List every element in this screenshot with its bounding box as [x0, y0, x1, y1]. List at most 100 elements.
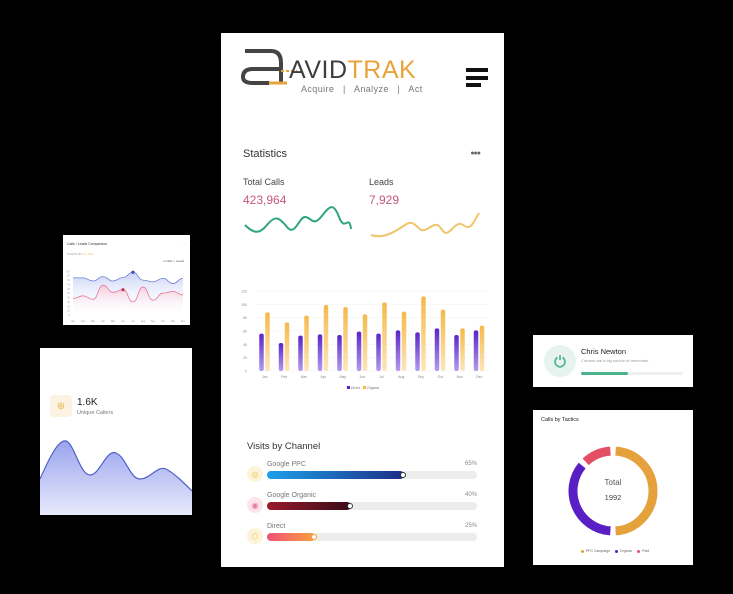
svg-text:Oct: Oct: [438, 375, 443, 379]
shield-icon: ⬡: [247, 528, 263, 544]
svg-text:Jun: Jun: [359, 375, 365, 379]
svg-text:80: 80: [243, 316, 247, 320]
leads-sparkline: [370, 212, 480, 238]
svg-text:20: 20: [243, 356, 247, 360]
svg-text:May: May: [111, 321, 116, 323]
svg-text:40: 40: [243, 343, 247, 347]
svg-text:Direct: Direct: [351, 386, 360, 390]
progress-knob[interactable]: [399, 472, 406, 478]
channel-google-organic: ◉ Google Organic 40%: [247, 492, 477, 518]
svg-text:Nov: Nov: [171, 321, 176, 323]
svg-text:Jan: Jan: [71, 321, 75, 323]
svg-text:Sep: Sep: [151, 321, 156, 323]
logo-wordmark: AVIDTRAK: [289, 56, 417, 84]
channel-progress-track: [267, 533, 477, 541]
svg-text:Jul: Jul: [132, 321, 135, 323]
svg-text:Dec: Dec: [476, 375, 482, 379]
svg-text:70: 70: [67, 283, 70, 286]
donut-center-value: 1992: [604, 493, 622, 502]
person-progress-track: [581, 372, 683, 375]
coin-icon: ◎: [247, 466, 263, 482]
kpi-leads: Leads 7,929: [369, 177, 399, 207]
kpi-value: 7,929: [369, 193, 400, 207]
card-title: Calls / Leads Comparison: [67, 242, 108, 246]
svg-text:60: 60: [67, 288, 70, 291]
svg-text:100: 100: [66, 270, 71, 273]
tactics-donut-chart: [568, 446, 658, 536]
svg-text:20: 20: [67, 305, 70, 308]
svg-text:100: 100: [241, 303, 247, 307]
channel-percent: 65%: [464, 461, 477, 467]
svg-text:0: 0: [245, 370, 247, 374]
power-icon: [544, 345, 576, 377]
svg-text:Mar: Mar: [91, 320, 95, 323]
svg-text:Jun: Jun: [121, 321, 125, 323]
unique-callers-value: 1.6K: [77, 397, 98, 408]
svg-text:Mar: Mar: [301, 375, 308, 379]
svg-text:80: 80: [67, 279, 70, 282]
channel-name: Google PPC: [267, 461, 306, 468]
kpi-total-calls: Total Calls 423,964: [243, 177, 286, 207]
more-dots-icon[interactable]: ●●●: [470, 150, 481, 157]
svg-text:Aug: Aug: [398, 375, 404, 379]
channel-name: Google Organic: [267, 492, 317, 499]
channel-progress-fill: [267, 533, 316, 541]
svg-text:10: 10: [67, 310, 70, 313]
svg-text:40: 40: [67, 297, 70, 300]
svg-text:Aug: Aug: [141, 320, 146, 323]
svg-text:Dec: Dec: [181, 321, 186, 323]
svg-text:0: 0: [69, 314, 71, 317]
logo-mark-icon: [240, 49, 297, 85]
card-subtitle: Total Profit $12,345: [67, 252, 93, 256]
svg-text:30: 30: [67, 301, 70, 304]
svg-text:Jan: Jan: [262, 375, 268, 379]
unique-callers-card: ⊕ 1.6K Unique Callers: [40, 348, 192, 515]
svg-text:60: 60: [243, 330, 247, 334]
svg-text:Nov: Nov: [457, 375, 463, 379]
user-icon: ⊕: [50, 395, 72, 417]
unique-callers-area-chart: [40, 440, 192, 515]
calls-leads-comparison-card: Calls / Leads Comparison ··· Total Profi…: [63, 235, 190, 325]
channel-progress-track: [267, 471, 477, 479]
channel-percent: 40%: [464, 492, 477, 498]
svg-text:Feb: Feb: [281, 375, 287, 379]
channel-google-ppc: ◎ Google PPC 65%: [247, 461, 477, 487]
svg-text:Apr: Apr: [101, 320, 105, 323]
channel-progress-track: [267, 502, 477, 510]
more-icon[interactable]: ···: [182, 241, 186, 246]
statistics-title: Statistics: [243, 148, 288, 160]
kpi-value: 423,964: [243, 193, 287, 207]
avidtrak-logo[interactable]: AVIDTRAK Acquire | Analyze | Act: [239, 47, 422, 99]
person-progress-fill: [581, 372, 628, 375]
person-card: Chris Newton Corners are a big source of…: [533, 335, 693, 387]
main-dashboard-panel: AVIDTRAK Acquire | Analyze | Act Statist…: [221, 33, 504, 567]
logo-tagline: Acquire | Analyze | Act: [301, 84, 423, 94]
channel-name: Direct: [267, 523, 286, 530]
person-name: Chris Newton: [581, 347, 627, 356]
donut-legend: PPC Campaign Organic Paid: [533, 549, 693, 553]
svg-text:50: 50: [67, 292, 70, 295]
card-title: Calls by Tactics: [541, 417, 579, 423]
svg-text:Apr: Apr: [321, 375, 327, 379]
svg-text:90: 90: [67, 275, 70, 278]
svg-text:Feb: Feb: [81, 321, 86, 323]
hamburger-menu-icon[interactable]: [466, 68, 488, 90]
progress-knob[interactable]: [347, 503, 353, 509]
person-subtitle: Corners are a big source of memories.: [581, 358, 650, 363]
kpi-label: Total Calls: [243, 177, 285, 187]
donut-center-label: Total: [604, 478, 622, 487]
calls-by-tactics-card: Calls by Tactics Total 1992 PPC Campaign…: [533, 410, 693, 565]
progress-knob[interactable]: [311, 534, 318, 540]
direct-organic-bar-chart: 0 20 40 60 80 100 120 Jan Feb Mar Apr May Jun Jul Aug S…: [241, 290, 489, 390]
channel-progress-fill: [267, 471, 404, 479]
svg-text:Organic: Organic: [367, 386, 380, 390]
kpi-label: Leads: [369, 177, 394, 187]
svg-text:May: May: [339, 375, 346, 379]
channel-progress-fill: [267, 502, 351, 510]
channel-percent: 25%: [464, 523, 477, 529]
unique-callers-label: Unique Callers: [77, 410, 114, 416]
chart-legend: ● Calls ● Leads: [162, 259, 184, 263]
visits-by-channel-title: Visits by Channel: [247, 441, 321, 452]
channel-direct: ⬡ Direct 25%: [247, 523, 477, 549]
